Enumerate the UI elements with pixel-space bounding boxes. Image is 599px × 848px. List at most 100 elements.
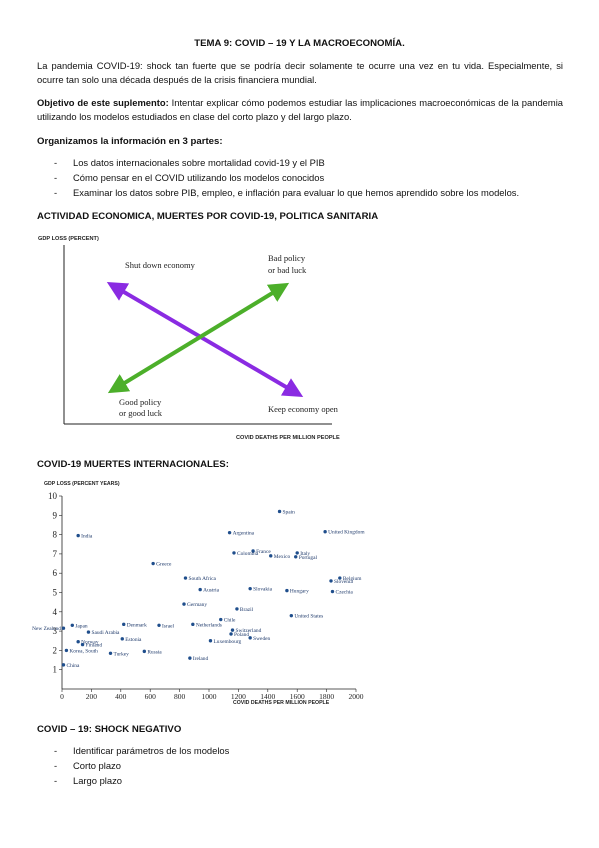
scatter-point: [338, 576, 342, 580]
scatter-point-label: Turkey: [114, 651, 130, 657]
x-tick-label: 1000: [202, 692, 217, 701]
y-tick-label: 4: [53, 607, 58, 617]
y-tick-label: 9: [53, 510, 58, 520]
y-tick-label: 2: [53, 645, 58, 655]
x-tick-label: 600: [145, 692, 157, 701]
scatter-point-label: Netherlands: [196, 622, 222, 628]
list-item: Corto plazo: [37, 758, 229, 773]
x-tick-label: 200: [86, 692, 98, 701]
scatter-point-label: Russia: [147, 649, 162, 655]
scatter-point: [329, 579, 333, 583]
scatter-point-label: Denmark: [127, 622, 147, 628]
scatter-point: [80, 642, 85, 647]
shock-items-list: Identificar parámetros de los modelos Co…: [37, 743, 229, 788]
scatter-point: [86, 630, 91, 634]
list-item: Examinar los datos sobre PIB, empleo, e …: [37, 185, 519, 200]
scatter-point-label: Switzerland: [236, 628, 262, 634]
parts-list: Los datos internacionales sobre mortalid…: [37, 155, 519, 200]
section-heading-shock: COVID – 19: SHOCK NEGATIVO: [37, 724, 182, 735]
scatter-point-label: Spain: [283, 509, 296, 515]
objective-label: Objetivo de este suplemento:: [37, 97, 169, 108]
scatter-point-label: Estonia: [125, 637, 142, 643]
green-tradeoff-arrow: [107, 282, 290, 394]
scatter-point: [70, 623, 74, 628]
scatter-point: [232, 551, 236, 555]
scatter-point: [108, 651, 113, 655]
keep-open-label: Keep economy open: [268, 404, 339, 414]
scatter-x-label: COVID DEATHS PER MILLION PEOPLE: [233, 700, 330, 706]
scatter-point: [151, 561, 155, 566]
scatter-point-label: Saudi Arabia: [91, 630, 120, 636]
scatter-point-label: France: [256, 549, 271, 555]
scatter-point-label: Argentina: [233, 531, 255, 537]
good-policy-label-1: Good policy: [119, 397, 162, 407]
scatter-point: [248, 586, 252, 591]
list-item: Cómo pensar en el COVID utilizando los m…: [37, 170, 519, 185]
list-item: Largo plazo: [37, 773, 229, 788]
scatter-point: [198, 587, 202, 592]
scatter-point-label: China: [66, 663, 79, 669]
scatter-point: [219, 617, 223, 622]
scatter-point-label: Finland: [86, 643, 103, 649]
scatter-point: [122, 622, 126, 627]
y-tick-label: 5: [53, 588, 58, 598]
scatter-point: [229, 632, 233, 636]
scatter-point: [64, 648, 69, 653]
y-tick-label: 7: [53, 549, 58, 559]
scatter-point-label: Belgium: [343, 576, 362, 582]
y-tick-label: 10: [48, 491, 58, 501]
x-tick-label: 800: [174, 692, 186, 701]
x-tick-label: 1400: [260, 692, 275, 701]
scatter-point: [191, 622, 195, 627]
scatter-point-label: Germany: [187, 602, 207, 608]
good-policy-label-2: or good luck: [119, 408, 163, 418]
scatter-point-label: Sweden: [253, 636, 270, 642]
scatter-y-label: GDP LOSS (PERCENT YEARS): [44, 481, 120, 487]
scatter-point-label: Italy: [300, 551, 310, 557]
scatter-point-label: United Kingdom: [328, 530, 365, 536]
scatter-point-label: Slovenia: [334, 579, 353, 585]
list-item: Los datos internacionales sobre mortalid…: [37, 155, 519, 170]
scatter-point: [285, 588, 289, 593]
scatter-point-label: Mexico: [274, 554, 291, 560]
scatter-point-label: Japan: [75, 623, 88, 629]
scatter-point-label: Colombia: [237, 551, 259, 557]
scatter-point-label: Slovakia: [253, 587, 272, 593]
y-tick-label: 6: [53, 568, 58, 578]
scatter-point: [330, 589, 335, 594]
scatter-point-label: New Zealand: [32, 626, 61, 632]
x-tick-label: 400: [115, 692, 127, 701]
scatter-point-label: Brazil: [240, 607, 254, 613]
scatter-point: [248, 636, 252, 640]
objective-text: Intentar explicar cómo podemos estudiar …: [37, 97, 563, 122]
x-tick-label: 1800: [319, 692, 334, 701]
purple-tradeoff-arrow: [106, 281, 304, 398]
scatter-point: [208, 639, 213, 643]
scatter-point-label: Korea, South: [69, 648, 98, 654]
scatter-point: [277, 509, 282, 514]
scatter-point: [182, 602, 186, 606]
x-tick-label: 1600: [290, 692, 305, 701]
scatter-point-label: Israel: [162, 623, 174, 629]
scatter-point: [183, 576, 188, 580]
bad-policy-label-2: or bad luck: [268, 265, 307, 275]
y-tick-label: 1: [53, 665, 58, 675]
scatter-point: [227, 530, 232, 535]
scatter-point-label: United States: [294, 614, 323, 620]
scatter-point: [235, 607, 239, 611]
scatter-point-label: Ireland: [193, 656, 209, 662]
bad-policy-label-1: Bad policy: [268, 253, 306, 263]
scatter-point-label: Czechia: [335, 590, 353, 596]
scatter-point: [142, 649, 147, 654]
scatter-point-label: Austria: [203, 588, 219, 594]
scatter-point-label: Portugal: [299, 555, 318, 561]
scatter-point-label: South Africa: [188, 575, 216, 582]
scatter-point-label: Norway: [81, 640, 99, 646]
scatter-point-label: Luxembourg: [213, 639, 241, 645]
scatter-ticks: 1 2 3 4 5 6 7 8 9 10 0 200 400 600 800 1000 1200 1400 1600…: [48, 491, 364, 701]
intro-paragraph: La pandemia COVID-19: shock tan fuerte q…: [37, 60, 563, 85]
organize-heading: Organizamos la información en 3 partes:: [37, 136, 223, 147]
scatter-point: [157, 623, 161, 628]
